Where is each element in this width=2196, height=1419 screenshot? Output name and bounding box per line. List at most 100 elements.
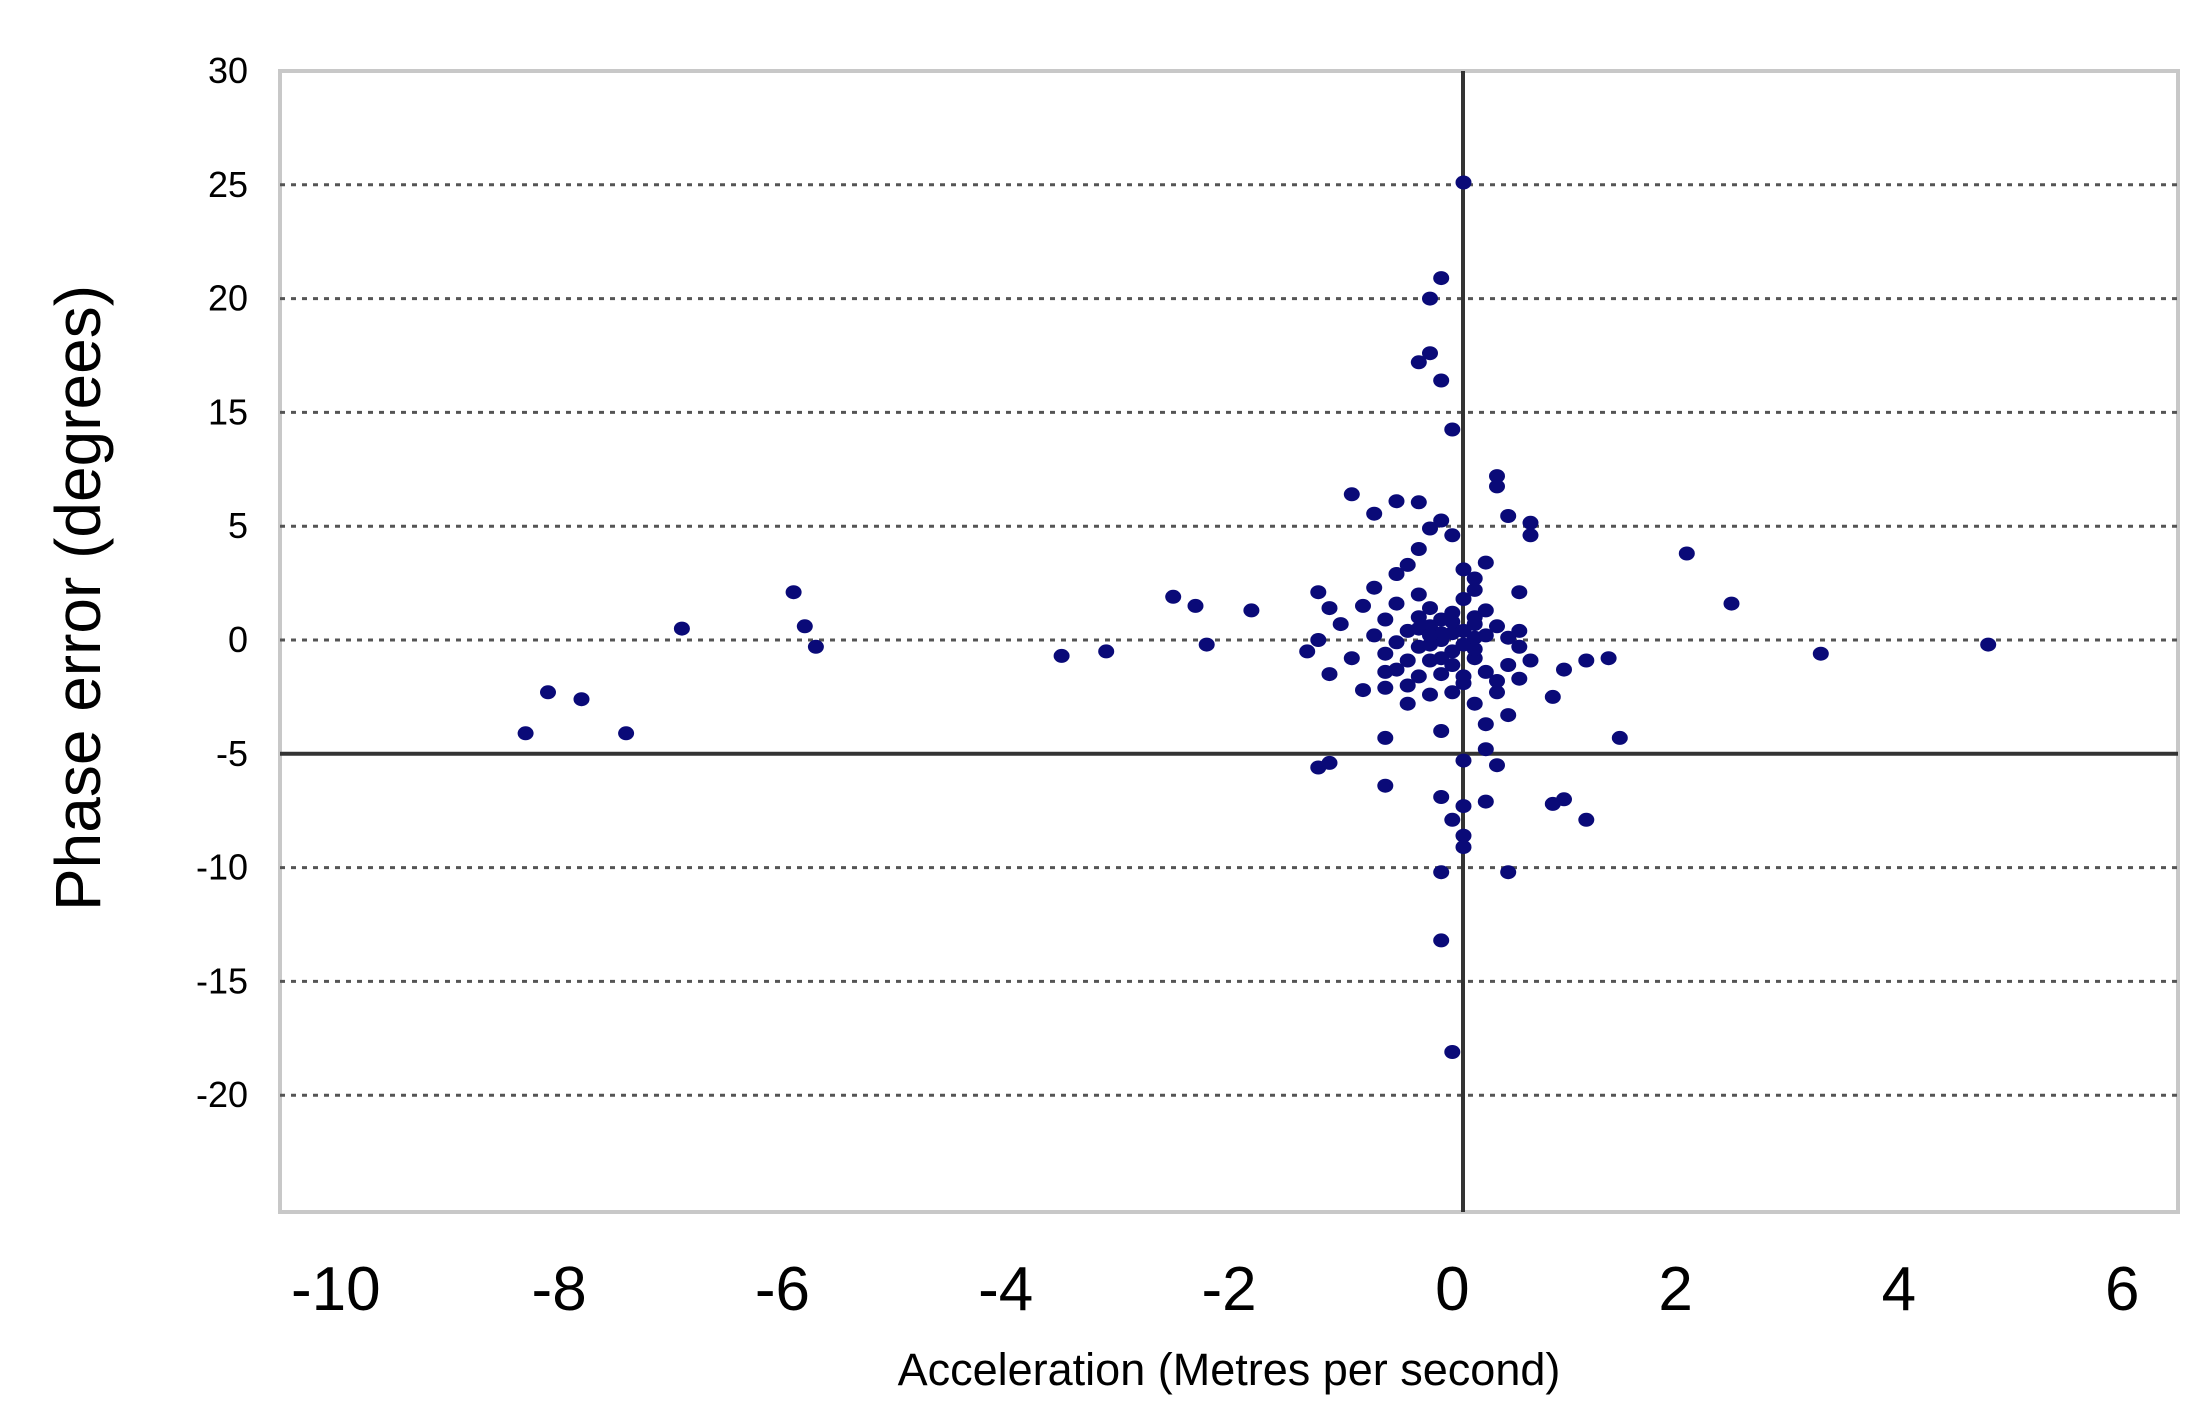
y-tick-label: 25 (208, 164, 248, 205)
data-point (1422, 346, 1438, 361)
data-point (1500, 509, 1517, 523)
y-tick-label: 0 (228, 619, 248, 660)
data-point (1433, 667, 1450, 682)
data-point (1678, 546, 1695, 561)
data-point (1600, 651, 1617, 666)
data-point (1578, 653, 1595, 668)
data-point (1511, 585, 1528, 600)
data-point (1321, 601, 1338, 616)
data-point (1410, 587, 1427, 602)
data-point (1433, 933, 1450, 948)
data-point (1466, 642, 1483, 657)
data-point (1343, 487, 1360, 502)
data-point (1410, 355, 1427, 370)
data-point (1444, 644, 1461, 659)
data-point (1433, 865, 1450, 880)
data-point (618, 726, 635, 741)
data-point (1377, 646, 1394, 661)
data-point (517, 726, 534, 741)
data-point (1399, 557, 1416, 572)
x-tick-label: -4 (978, 1255, 1033, 1324)
data-point (1489, 479, 1505, 494)
y-tick-label: 20 (208, 278, 248, 319)
data-point (1544, 689, 1561, 704)
data-point (1410, 669, 1427, 684)
data-point (1455, 828, 1472, 843)
data-point (1422, 291, 1438, 306)
data-point (1433, 724, 1450, 738)
data-point (1556, 662, 1572, 677)
data-point (1433, 651, 1450, 666)
data-point (1980, 637, 1997, 652)
y-tick-label: 30 (208, 50, 248, 91)
y-tick-label: -5 (216, 733, 248, 774)
data-point (1310, 633, 1327, 647)
data-point (1444, 812, 1461, 827)
data-point (1343, 651, 1360, 666)
data-point (1466, 571, 1483, 586)
data-point (1500, 708, 1517, 723)
data-point (1388, 596, 1405, 611)
data-point (1399, 653, 1416, 668)
data-point (1187, 598, 1204, 613)
data-point (1455, 592, 1472, 606)
data-point (1053, 648, 1070, 663)
data-point (1455, 840, 1472, 855)
y-tick-labels: 30 25 20 15 5 0 -5 -10 -15 -20 (196, 50, 248, 1115)
data-point (1455, 799, 1472, 814)
data-point (1455, 175, 1472, 190)
data-point (1410, 621, 1427, 636)
data-point (1511, 623, 1528, 638)
data-point (1489, 619, 1505, 634)
data-point (1422, 601, 1438, 616)
x-axis-label: Acceleration (Metres per second) (898, 1344, 1561, 1395)
data-point (1489, 674, 1505, 688)
y-tick-label: 5 (228, 505, 248, 546)
data-point (1433, 790, 1450, 804)
data-point (1578, 812, 1595, 827)
data-point (1377, 664, 1394, 679)
data-point (1455, 753, 1472, 768)
y-tick-label: -15 (196, 960, 248, 1001)
data-point (1477, 717, 1494, 732)
data-point (1310, 585, 1327, 600)
data-point (1477, 664, 1494, 679)
data-point (1477, 555, 1494, 570)
x-tick-label: 6 (2105, 1255, 2139, 1324)
data-point (1500, 658, 1517, 672)
x-tick-label: -2 (1201, 1255, 1256, 1324)
data-points (517, 175, 1997, 1059)
data-point (1466, 617, 1483, 632)
data-point (1399, 678, 1416, 693)
data-point (1098, 644, 1115, 659)
data-point (1399, 696, 1416, 711)
x-tick-label: -10 (291, 1255, 381, 1324)
x-tick-label: 4 (1882, 1255, 1916, 1324)
data-point (1433, 271, 1450, 286)
data-point (1355, 683, 1371, 698)
data-point (1332, 617, 1349, 632)
data-point (1477, 742, 1494, 757)
y-tick-label: -20 (196, 1074, 248, 1115)
data-point (1544, 796, 1561, 811)
data-point (1355, 598, 1371, 613)
data-point (1410, 495, 1427, 510)
data-point (1489, 469, 1505, 484)
data-point (1388, 567, 1405, 581)
data-point (1366, 580, 1383, 595)
data-point (1388, 494, 1405, 509)
data-point (807, 639, 824, 654)
data-point (1366, 628, 1383, 643)
data-point (1723, 596, 1740, 611)
data-point (1433, 513, 1450, 528)
x-tick-label: -8 (532, 1255, 587, 1324)
data-point (1522, 528, 1539, 543)
data-point (1455, 669, 1472, 684)
data-point (1422, 521, 1438, 536)
data-point (1321, 667, 1338, 682)
data-point (1444, 658, 1461, 672)
data-point (1366, 506, 1383, 521)
data-point (1422, 687, 1438, 702)
data-point (1477, 603, 1494, 618)
y-tick-label: -10 (196, 847, 248, 888)
